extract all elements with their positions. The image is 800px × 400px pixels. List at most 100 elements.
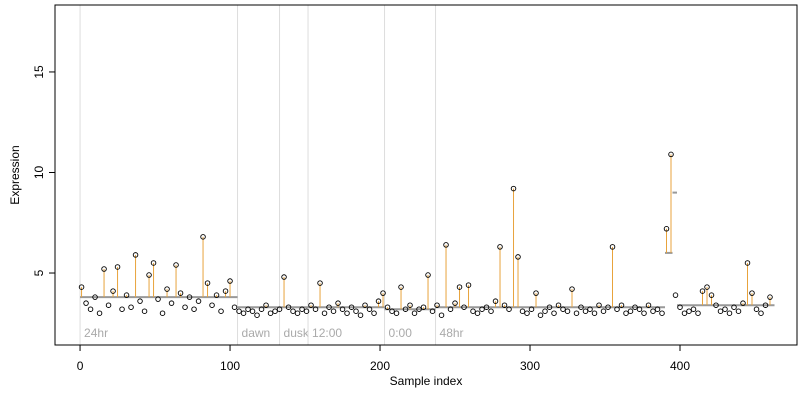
point [222,288,229,294]
point [717,308,724,314]
point [429,308,436,314]
y-tick-label: 15 [32,65,46,79]
point [614,306,620,312]
y-tick-label: 5 [32,269,46,276]
point [762,302,769,308]
point [744,260,751,266]
plot-frame [54,4,798,346]
x-tick-label: 300 [520,359,540,373]
point [218,308,224,314]
point [542,308,548,314]
point [164,286,170,292]
point [452,300,458,306]
point [312,306,319,312]
point [420,304,427,310]
point [618,302,625,308]
point [600,308,607,314]
point [470,308,476,314]
point [749,290,755,296]
x-tick-label: 200 [370,359,390,373]
point [258,306,265,312]
point [200,234,206,240]
point [159,310,166,316]
point [245,306,251,312]
point [492,298,499,304]
annotation: 24hr [84,326,108,340]
point [654,306,661,312]
point [294,310,301,316]
point [605,304,611,310]
point [510,185,517,192]
annotation: dawn [242,326,271,340]
point [209,302,215,308]
point [663,226,670,232]
point [272,308,278,314]
point [735,308,742,314]
point [681,310,688,316]
point [411,310,418,316]
point [168,300,175,306]
point [483,304,490,310]
point [384,304,391,310]
point [389,308,395,314]
point [285,304,292,310]
point [659,310,665,316]
point [96,310,103,316]
point [83,300,89,306]
point [141,308,148,314]
point [362,302,368,308]
point [456,284,463,290]
point [560,306,566,312]
point [110,288,116,294]
point [105,302,112,308]
x-tick-label: 100 [220,359,240,373]
point [434,302,440,308]
y-axis-label: Expression [8,145,22,204]
point [686,308,692,314]
point [317,280,323,286]
point [753,306,760,312]
point [236,308,242,314]
point [569,286,575,292]
point [119,306,125,312]
point [519,308,526,314]
point [92,294,98,300]
point [78,284,85,290]
point [596,302,602,308]
point [767,294,773,300]
point [195,298,202,304]
point [366,306,373,312]
point [231,304,238,310]
point [627,308,634,314]
annotation: dusk [284,326,310,340]
point [321,310,328,316]
point [497,244,503,250]
point [375,298,382,304]
point [726,310,733,316]
point [722,306,728,312]
point [182,304,188,310]
point [537,312,544,318]
point [87,306,94,312]
point [609,244,616,250]
point [632,304,638,310]
point [555,302,562,308]
point [123,292,130,298]
point [587,306,593,312]
point [276,306,283,312]
point [263,302,269,308]
point [695,310,701,316]
point [479,306,485,312]
point [227,278,233,284]
point [146,272,152,278]
point [551,310,557,316]
point [425,272,431,278]
point [573,310,580,316]
point [357,312,364,318]
point [128,304,134,310]
point [398,284,404,290]
point [132,252,139,258]
point [150,260,157,266]
point [546,304,553,310]
